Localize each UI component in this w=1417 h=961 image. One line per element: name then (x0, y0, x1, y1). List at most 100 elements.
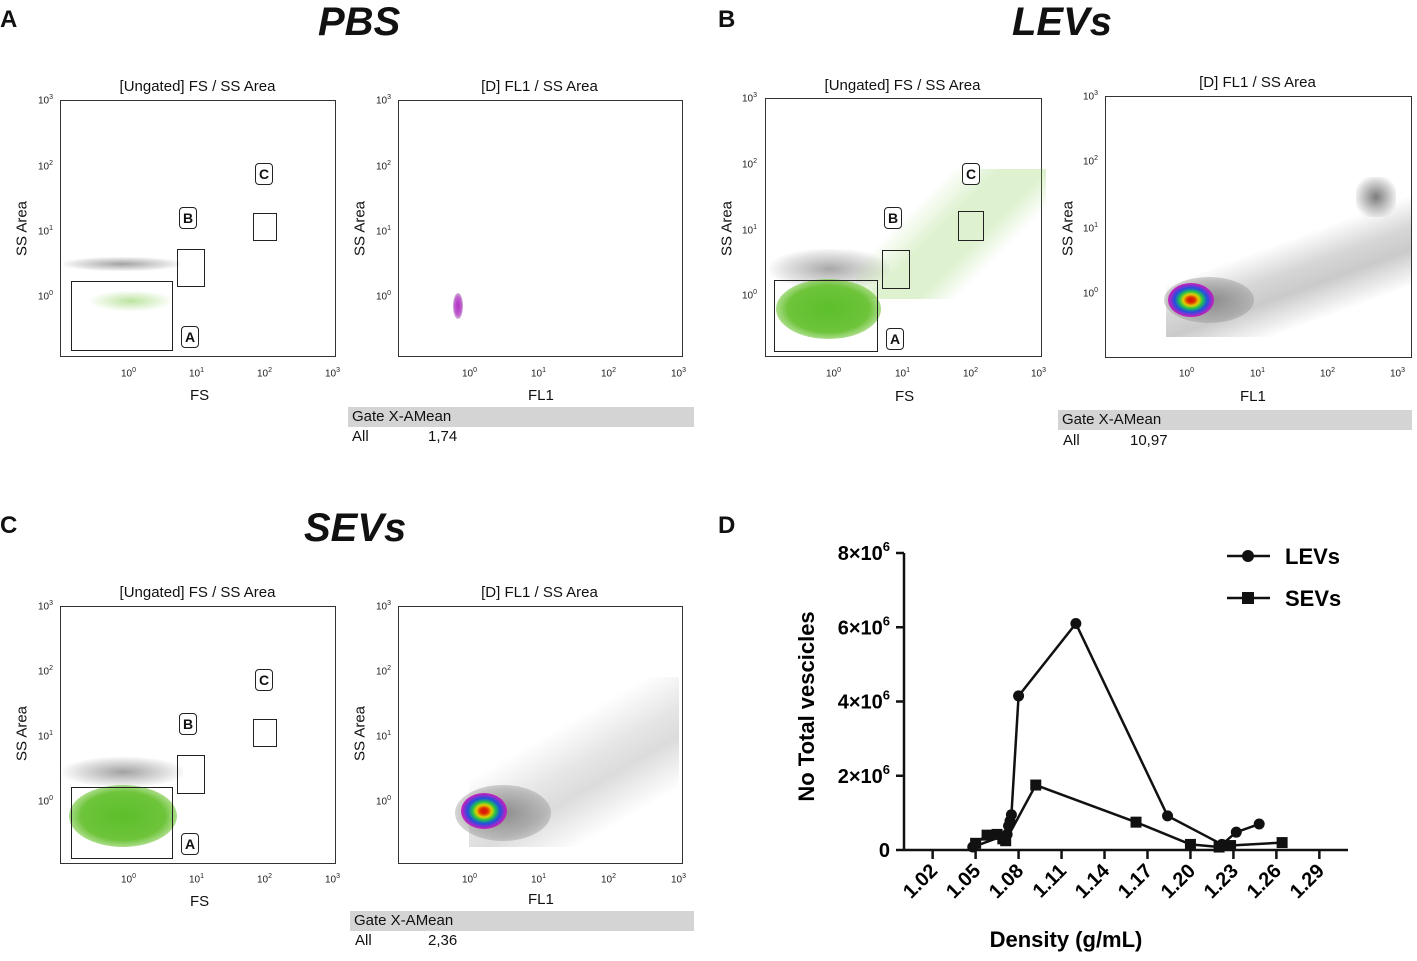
panel-a-right-plot-title: [D] FL1 / SS Area (481, 78, 598, 95)
panel-b-title: LEVs (1012, 0, 1113, 44)
y-tick: 103 (38, 600, 54, 613)
y-tick: 102 (38, 160, 54, 173)
fluorescence-cluster (1168, 283, 1214, 317)
panel-c-right-plot-title: [D] FL1 / SS Area (481, 584, 598, 601)
gate-a-label: A (181, 833, 199, 855)
gate-a-rect (71, 787, 173, 859)
x-tick: 100 (121, 367, 137, 380)
panel-c-right-xlabel: FL1 (528, 891, 554, 908)
y-tick: 103 (38, 94, 54, 107)
series-line-sevs (974, 783, 1283, 849)
gate-a-label: A (886, 328, 904, 350)
panel-letter-a: A (0, 6, 18, 33)
gate-b-label: B (179, 207, 197, 229)
gate-c-rect (958, 211, 984, 241)
data-point-levs (1230, 826, 1242, 838)
panel-a-right-plot (398, 100, 683, 357)
y-tick: 100 (38, 795, 54, 808)
panel-c-left-xlabel: FS (190, 893, 210, 910)
panel-a-title: PBS (318, 0, 401, 44)
x-tick: 101 (189, 873, 205, 886)
x-tick-label: 1.11 (1029, 860, 1071, 902)
y-tick: 101 (38, 225, 54, 238)
y-axis-label: No Total vescicles (794, 611, 819, 801)
y-tick: 102 (376, 160, 392, 173)
y-tick: 100 (376, 795, 392, 808)
gate-b-label: B (884, 207, 902, 229)
x-tick: 101 (1250, 367, 1266, 380)
panel-b-left-ylabel: SS Area (718, 200, 736, 257)
x-tick: 102 (601, 367, 617, 380)
panel-b-stat-gate: All (1063, 432, 1080, 449)
x-tick: 102 (1320, 367, 1336, 380)
x-tick: 103 (671, 367, 687, 380)
gate-c-label: C (962, 163, 980, 185)
x-tick: 100 (1179, 367, 1195, 380)
panel-c-right-plot (398, 606, 683, 864)
gate-b-rect (882, 250, 910, 289)
gate-c-rect (253, 719, 277, 747)
panel-b-stat-value: 10,97 (1130, 432, 1168, 449)
data-point-sevs (1030, 779, 1042, 791)
y-tick: 101 (742, 224, 758, 237)
y-tick: 103 (376, 94, 392, 107)
gray-cluster (1356, 177, 1396, 217)
data-point-sevs (1000, 835, 1012, 847)
x-tick-label: 1.29 (1286, 860, 1329, 903)
y-tick-label: 6×106 (838, 613, 890, 639)
panel-b-right-xlabel: FL1 (1240, 388, 1266, 405)
green-cluster (776, 279, 881, 339)
gate-a-rect (774, 280, 878, 352)
x-tick: 103 (1031, 367, 1047, 380)
panel-b-right-plot-title: [D] FL1 / SS Area (1199, 74, 1316, 91)
data-point-levs (1253, 818, 1265, 830)
x-tick-label: 1.17 (1114, 860, 1157, 903)
fluorescence-cluster (453, 293, 463, 319)
panel-c-left-plot: A B C (60, 606, 336, 864)
panel-b-right-ylabel: SS Area (1059, 200, 1077, 257)
y-tick: 103 (1083, 90, 1099, 103)
y-tick: 102 (742, 158, 758, 171)
panel-b-left-plot-title: [Ungated] FS / SS Area (824, 77, 981, 94)
panel-c-stat-header: Gate X-AMean (350, 911, 694, 931)
x-tick-label: 1.02 (899, 860, 942, 903)
y-tick: 102 (38, 665, 54, 678)
y-tick: 101 (376, 730, 392, 743)
panel-c-stat-value: 2,36 (428, 932, 458, 949)
data-point-levs (1070, 618, 1082, 630)
debris-cloud (63, 257, 181, 271)
x-tick: 100 (121, 873, 137, 886)
x-tick: 101 (895, 367, 911, 380)
panel-a-right-ylabel: SS Area (351, 200, 369, 257)
debris-cloud (63, 757, 183, 787)
x-tick: 102 (963, 367, 979, 380)
panel-c-left-plot-title: [Ungated] FS / SS Area (119, 584, 276, 601)
y-tick-label: 8×106 (838, 539, 890, 565)
green-diagonal-dots (856, 169, 1046, 299)
data-point-levs (1005, 809, 1017, 821)
panel-b-left-xlabel: FS (895, 388, 915, 405)
x-tick: 101 (531, 367, 547, 380)
x-tick-label: 1.23 (1200, 860, 1243, 903)
y-tick-label: 0 (879, 840, 890, 862)
legend-label-levs: LEVs (1285, 544, 1340, 569)
data-point-sevs (1130, 816, 1142, 828)
y-tick: 101 (38, 730, 54, 743)
data-point-sevs (981, 829, 993, 841)
legend-label-sevs: SEVs (1285, 586, 1341, 611)
panel-c-right-ylabel: SS Area (351, 705, 369, 762)
fluorescence-cluster (461, 793, 507, 829)
data-point-sevs (1276, 837, 1288, 849)
y-tick-label: 4×106 (838, 688, 890, 714)
gate-c-label: C (255, 163, 273, 185)
y-tick: 100 (742, 289, 758, 302)
y-tick: 100 (38, 290, 54, 303)
panel-a-left-plot: A B C (60, 100, 336, 357)
panel-b-right-plot (1105, 96, 1412, 358)
data-point-levs (1162, 810, 1174, 822)
panel-letter-c: C (0, 512, 18, 539)
panel-a-left-ylabel: SS Area (13, 200, 31, 257)
x-tick: 102 (601, 873, 617, 886)
y-tick: 102 (1083, 155, 1099, 168)
